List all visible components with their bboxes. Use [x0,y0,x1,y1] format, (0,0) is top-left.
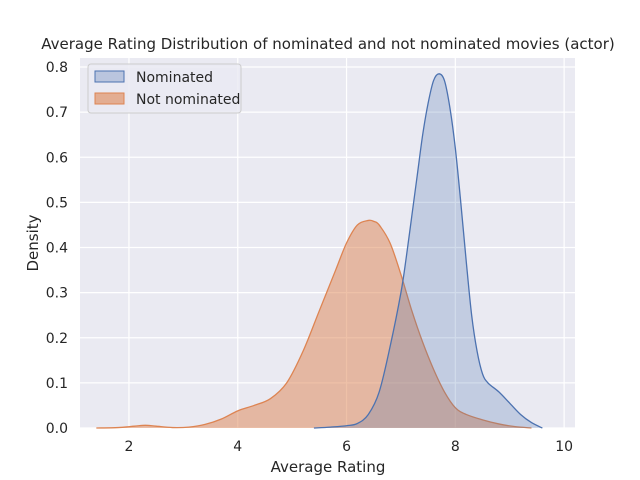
y-tick-label: 0.2 [46,331,68,347]
legend-swatch-nominated [94,70,125,83]
x-tick-label: 4 [233,439,242,455]
density-area-not-nominated [96,220,532,428]
y-tick-label: 0.6 [46,150,68,166]
y-tick-label: 0.5 [46,195,68,211]
x-tick-label: 6 [342,439,351,455]
x-tick-label: 8 [451,439,460,455]
y-tick-label: 0.0 [46,421,68,437]
density-line-nominated [313,73,543,429]
legend: Nominated Not nominated [87,63,242,114]
y-tick-label: 0.3 [46,286,68,302]
density-area-nominated [313,73,543,428]
y-tick-label: 0.1 [46,376,68,392]
x-tick-label: 10 [555,439,573,455]
x-tick-label: 2 [124,439,133,455]
y-tick-label: 0.4 [46,241,68,257]
chart-title: Average Rating Distribution of nominated… [41,35,614,53]
density-line-not-nominated [96,219,532,429]
legend-label-not-nominated: Not nominated [136,92,240,108]
legend-swatch-not-nominated [94,92,125,105]
y-tick-label: 0.7 [46,105,68,121]
legend-label-nominated: Nominated [136,70,213,86]
series-layer [96,73,543,429]
tick-labels: 2 4 6 8 10 0.0 0.1 0.2 0.3 0.4 0.5 0.6 0.7 0.8 [46,60,573,455]
y-axis-title: Density [24,214,42,271]
y-tick-label: 0.8 [46,60,68,76]
legend-box [87,63,242,114]
x-axis-title: Average Rating [271,458,386,476]
